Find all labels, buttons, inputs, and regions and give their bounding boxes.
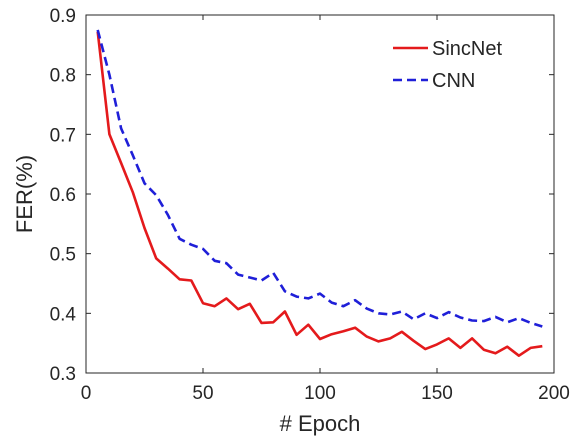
y-tick-label: 0.5 xyxy=(50,245,76,266)
y-tick-label: 0.4 xyxy=(50,304,77,325)
y-tick-label: 0.3 xyxy=(50,364,76,385)
legend: SincNet CNN xyxy=(393,38,502,92)
x-tick-label: 100 xyxy=(304,383,336,404)
x-tick-label: 200 xyxy=(538,383,570,404)
plot-area xyxy=(86,15,554,373)
series-line-cnn xyxy=(96,29,543,328)
x-tick-label: 150 xyxy=(421,383,453,404)
series-layer xyxy=(96,29,543,358)
series-line-sincnet xyxy=(96,31,543,358)
legend-label-sincnet: SincNet xyxy=(432,38,502,60)
tick-labels: 0 50 100 150 200 0.3 0.4 0.5 0.6 0.7 0.8 0.9 xyxy=(50,6,570,404)
y-tick-label: 0.9 xyxy=(50,6,76,27)
y-tick-label: 0.7 xyxy=(50,125,76,146)
y-axis-label: FER(%) xyxy=(12,155,37,233)
x-tick-label: 50 xyxy=(192,383,213,404)
tick-marks xyxy=(85,14,555,374)
legend-label-cnn: CNN xyxy=(432,70,475,92)
x-axis-label: # Epoch xyxy=(280,411,361,436)
y-tick-label: 0.6 xyxy=(50,185,76,206)
plot-background xyxy=(86,15,554,373)
y-tick-label: 0.8 xyxy=(50,66,76,87)
x-tick-label: 0 xyxy=(81,383,92,404)
